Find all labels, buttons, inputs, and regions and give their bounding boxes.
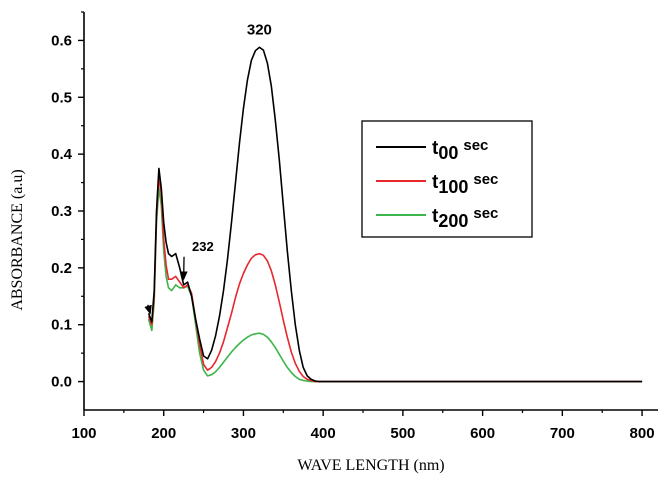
x-tick-label: 300	[231, 425, 256, 442]
legend-label-unit: sec	[473, 205, 498, 222]
annotation-label: 232	[192, 239, 214, 254]
series-line-t100	[147, 176, 643, 383]
x-tick-label: 400	[311, 425, 336, 442]
x-axis-title: WAVE LENGTH (nm)	[297, 457, 444, 474]
annotations: 320 232	[144, 21, 272, 315]
y-tick-label: 0.1	[51, 317, 72, 334]
legend-label-unit: sec	[463, 137, 488, 154]
x-tick-label: 100	[71, 425, 96, 442]
annotation-arrow	[144, 304, 152, 315]
y-tick-label: 0.4	[51, 146, 73, 163]
series-line-t00	[147, 46, 643, 383]
legend-label-base: t	[432, 172, 439, 193]
y-axis-title: ABSORBANCE (a.u)	[9, 169, 26, 310]
legend-label-subscript: 200	[438, 211, 468, 231]
y-tick-label: 0.0	[51, 374, 72, 391]
legend-label-subscript: 100	[438, 177, 468, 197]
legend-label-unit: sec	[473, 171, 498, 188]
annotation-label: 320	[247, 21, 272, 38]
x-tick-label: 200	[151, 425, 176, 442]
legend-label-base: t	[432, 138, 439, 159]
axes: 100 200 300 400 500 600 700 800 0.0 0.1 0.2 0.3 0.4 0…	[51, 11, 658, 442]
series-lines	[147, 46, 643, 383]
legend-label: t00 sec	[432, 137, 488, 163]
series-line-t200	[147, 187, 643, 383]
legend-box	[361, 120, 533, 238]
y-tick-label: 0.2	[51, 260, 72, 277]
legend-label: t100 sec	[432, 171, 498, 197]
legend-label: t200 sec	[432, 205, 498, 231]
y-tick-label: 0.3	[51, 203, 72, 220]
x-tick-label: 500	[390, 425, 415, 442]
x-tick-label: 700	[550, 425, 575, 442]
x-tick-label: 600	[470, 425, 495, 442]
y-tick-label: 0.5	[51, 89, 72, 106]
legend-label-subscript: 00	[438, 143, 458, 163]
y-tick-label: 0.6	[51, 32, 72, 49]
x-tick-label: 800	[630, 425, 655, 442]
legend-label-base: t	[432, 206, 439, 227]
